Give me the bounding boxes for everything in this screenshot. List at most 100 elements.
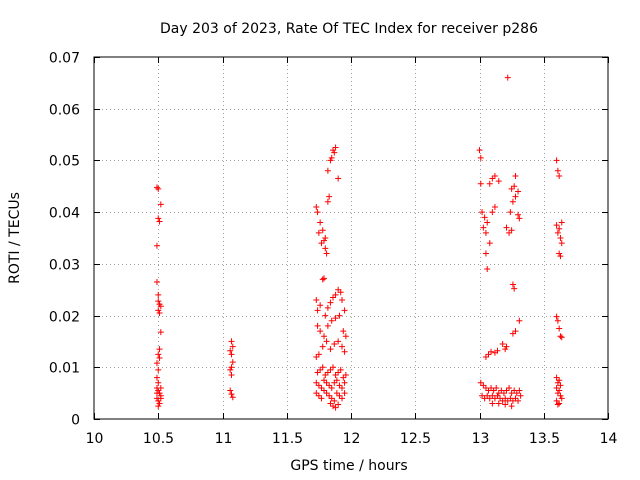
data-point (315, 382, 322, 389)
data-point (157, 384, 164, 391)
data-point (228, 391, 235, 398)
data-point (506, 229, 513, 236)
data-point (500, 390, 507, 397)
data-point (484, 219, 491, 226)
chart-title: Day 203 of 2023, Rate Of TEC Index for r… (160, 21, 538, 37)
data-point (507, 395, 514, 402)
data-point (324, 369, 331, 376)
data-point (332, 291, 339, 298)
data-point (516, 215, 523, 222)
data-point (479, 392, 486, 399)
data-point (553, 313, 560, 320)
data-point (228, 351, 235, 358)
data-point (313, 390, 320, 397)
data-point (556, 325, 563, 332)
data-point (156, 346, 163, 353)
data-point (512, 172, 519, 179)
data-point (153, 278, 160, 285)
data-point (333, 377, 340, 384)
data-point (507, 209, 514, 216)
data-point (557, 392, 564, 399)
data-point (494, 392, 501, 399)
data-point (489, 209, 496, 216)
data-point (512, 395, 519, 402)
data-point (339, 395, 346, 402)
data-point (342, 333, 349, 340)
data-point (340, 374, 347, 381)
data-point (324, 304, 331, 311)
data-point (481, 395, 488, 402)
data-point (503, 387, 510, 394)
x-axis-tick-labels: 10 10.5 11 11.5 12 12.5 13 13.5 14 (86, 431, 618, 447)
data-point (155, 351, 162, 358)
data-point (479, 209, 486, 216)
data-point (509, 198, 516, 205)
data-point (491, 172, 498, 179)
data-point (508, 227, 515, 234)
data-point (339, 343, 346, 350)
data-point (319, 364, 326, 371)
data-point (155, 291, 162, 298)
data-point (314, 209, 321, 216)
data-point (511, 387, 518, 394)
data-point (553, 384, 560, 391)
data-point (331, 341, 338, 348)
data-point (477, 154, 484, 161)
data-point (324, 322, 331, 329)
data-point (336, 382, 343, 389)
data-point (556, 400, 563, 407)
data-point (336, 312, 343, 319)
data-point (553, 397, 560, 404)
data-point (331, 379, 338, 386)
data-point (482, 384, 489, 391)
data-point (498, 387, 505, 394)
data-point (515, 397, 522, 404)
data-point (317, 328, 324, 335)
data-point (315, 392, 322, 399)
data-point (153, 242, 160, 249)
data-point (491, 395, 498, 402)
data-points (153, 74, 565, 411)
data-point (503, 343, 510, 350)
data-point (335, 175, 342, 182)
data-point (495, 390, 502, 397)
data-point (319, 343, 326, 350)
x-tick-label: 10 (86, 431, 104, 447)
data-point (331, 149, 338, 156)
data-point (485, 351, 492, 358)
x-tick-label: 10.5 (143, 431, 174, 447)
data-point (155, 185, 162, 192)
y-axis-title: ROTI / TECUs (7, 192, 23, 284)
data-point (157, 201, 164, 208)
data-point (333, 390, 340, 397)
data-point (484, 266, 491, 273)
data-point (324, 198, 331, 205)
data-point (317, 366, 324, 373)
data-point (512, 328, 519, 335)
x-tick-label: 12 (343, 431, 361, 447)
data-point (557, 253, 564, 260)
data-point (322, 372, 329, 379)
y-tick-label: 0.06 (49, 103, 80, 119)
data-point (321, 237, 328, 244)
data-point (515, 211, 522, 218)
data-point (318, 240, 325, 247)
data-point (328, 395, 335, 402)
data-point (516, 387, 523, 394)
data-point (328, 317, 335, 324)
data-point (336, 392, 343, 399)
data-point (153, 390, 160, 397)
data-point (330, 364, 337, 371)
x-tick-label: 13.5 (529, 431, 560, 447)
data-point (335, 401, 342, 408)
data-point (512, 193, 519, 200)
data-point (499, 397, 506, 404)
axis-ticks (94, 57, 609, 420)
data-point (486, 180, 493, 187)
data-point (155, 387, 162, 394)
data-point (490, 387, 497, 394)
data-point (486, 395, 493, 402)
data-point (553, 157, 560, 164)
data-point (314, 369, 321, 376)
